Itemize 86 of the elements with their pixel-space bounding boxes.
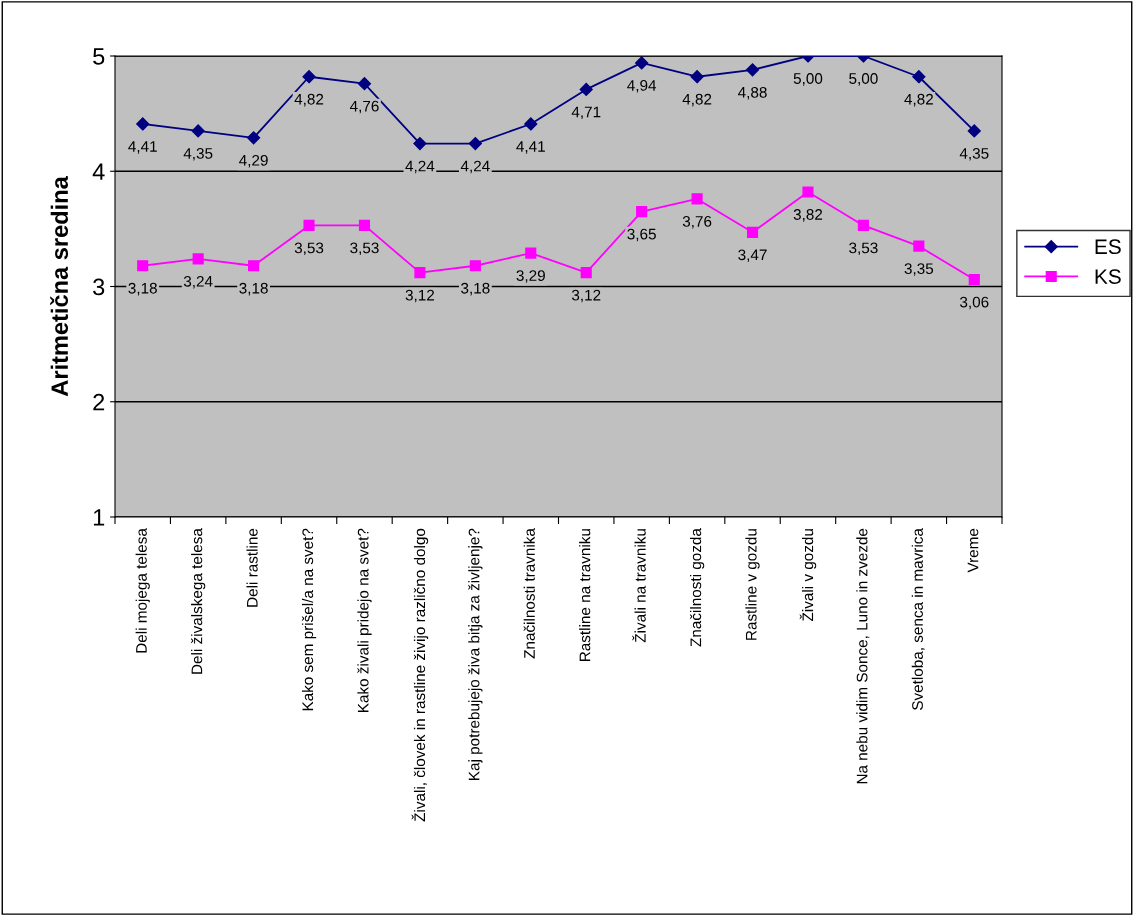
point [580,267,592,279]
data-label: 3,06 [960,296,989,310]
point [248,260,260,272]
legend-label: ES [1095,239,1121,255]
data-label: 4,88 [738,86,767,100]
point [414,267,426,279]
y-axis-title: Aritmetična sredina [50,176,69,397]
data-label: 3,47 [738,249,767,263]
x-tick-label: Deli živalskega telesa [191,528,206,674]
y-tick-label: 1 [93,509,105,526]
data-label: 4,71 [571,106,601,120]
x-tick-label: Značilnosti gozda [689,528,705,647]
point [857,219,869,231]
data-label: 4,41 [128,141,157,154]
data-label: 3,18 [239,282,268,296]
y-tick-label: 5 [93,48,105,65]
data-label: 4,82 [682,93,712,107]
point [690,70,704,84]
x-tick-label: Kako živali pridejo na svet? [357,528,372,712]
point [802,186,814,198]
x-tick-label: Kaj potrebujejo živa bitja za življenje? [468,528,483,780]
y-tick-label: 3 [93,278,105,296]
point [525,247,537,259]
data-label: 4,35 [183,147,213,161]
point [247,131,261,145]
data-label: 3,18 [128,282,157,296]
data-label: 4,29 [239,154,268,168]
data-label: 5,00 [793,73,823,86]
data-label: 3,29 [516,270,545,283]
x-tick-label: Živali na travniku [632,529,646,643]
data-label: 3,53 [294,242,324,256]
data-label: 5,00 [849,73,878,86]
data-label: 3,24 [183,275,213,289]
x-tick-label: Značilnosti travnika [523,528,535,659]
y-tick-label: 2 [93,393,105,411]
point [469,260,481,272]
data-label: 3,35 [904,263,934,276]
point [691,193,703,205]
data-label: 3,53 [350,242,379,256]
data-label: 4,24 [460,160,490,174]
data-label: 3,53 [849,242,878,256]
data-label: 4,76 [349,100,379,114]
point [468,137,482,151]
data-label: 3,18 [461,282,490,296]
x-tick-label: Rastline v gozdu [745,529,760,640]
data-label: 4,94 [627,79,657,93]
data-label: 4,35 [959,147,989,161]
point [745,63,760,77]
point [303,219,315,231]
point [746,226,759,238]
point [191,124,205,138]
point [302,70,316,84]
point [413,137,427,151]
data-label: 4,82 [904,93,933,107]
data-label: 3,12 [571,289,601,303]
data-label: 4,24 [405,160,435,174]
data-label: 3,76 [682,215,712,229]
data-label: 4,82 [294,93,324,107]
x-tick-label: Živali v gozdu [799,529,817,622]
point [136,117,150,131]
point [967,124,981,138]
legend-label: KS [1095,269,1121,284]
x-tick-label: Živali, človek in rastline živijo različno dolgo [411,528,429,822]
x-tick-label: Vreme [967,528,979,573]
data-label: 3,12 [405,289,435,303]
point [636,206,648,218]
point [137,260,149,272]
data-label: 3,82 [793,209,823,222]
point [357,77,372,91]
point [524,117,538,131]
data-label: 3,65 [627,228,656,242]
point [358,219,371,231]
data-label: 4,41 [516,141,545,154]
x-tick-label: Deli rastline [246,528,258,607]
point [912,70,926,84]
x-tick-label: Kako sem prišel/a na svet? [301,528,317,711]
point [635,56,649,70]
point [579,82,593,97]
x-tick-label: Deli mojega telesa [135,528,150,653]
x-tick-label: Na nebu vidim Sonce, Luno in zvezde [856,528,870,784]
y-tick-label: 4 [92,163,105,180]
x-tick-label: Rastline na travniku [579,529,591,662]
point [913,240,925,252]
point [968,274,980,286]
point [192,253,204,265]
x-tick-label: Svetloba, senca in mavrica [911,528,925,710]
